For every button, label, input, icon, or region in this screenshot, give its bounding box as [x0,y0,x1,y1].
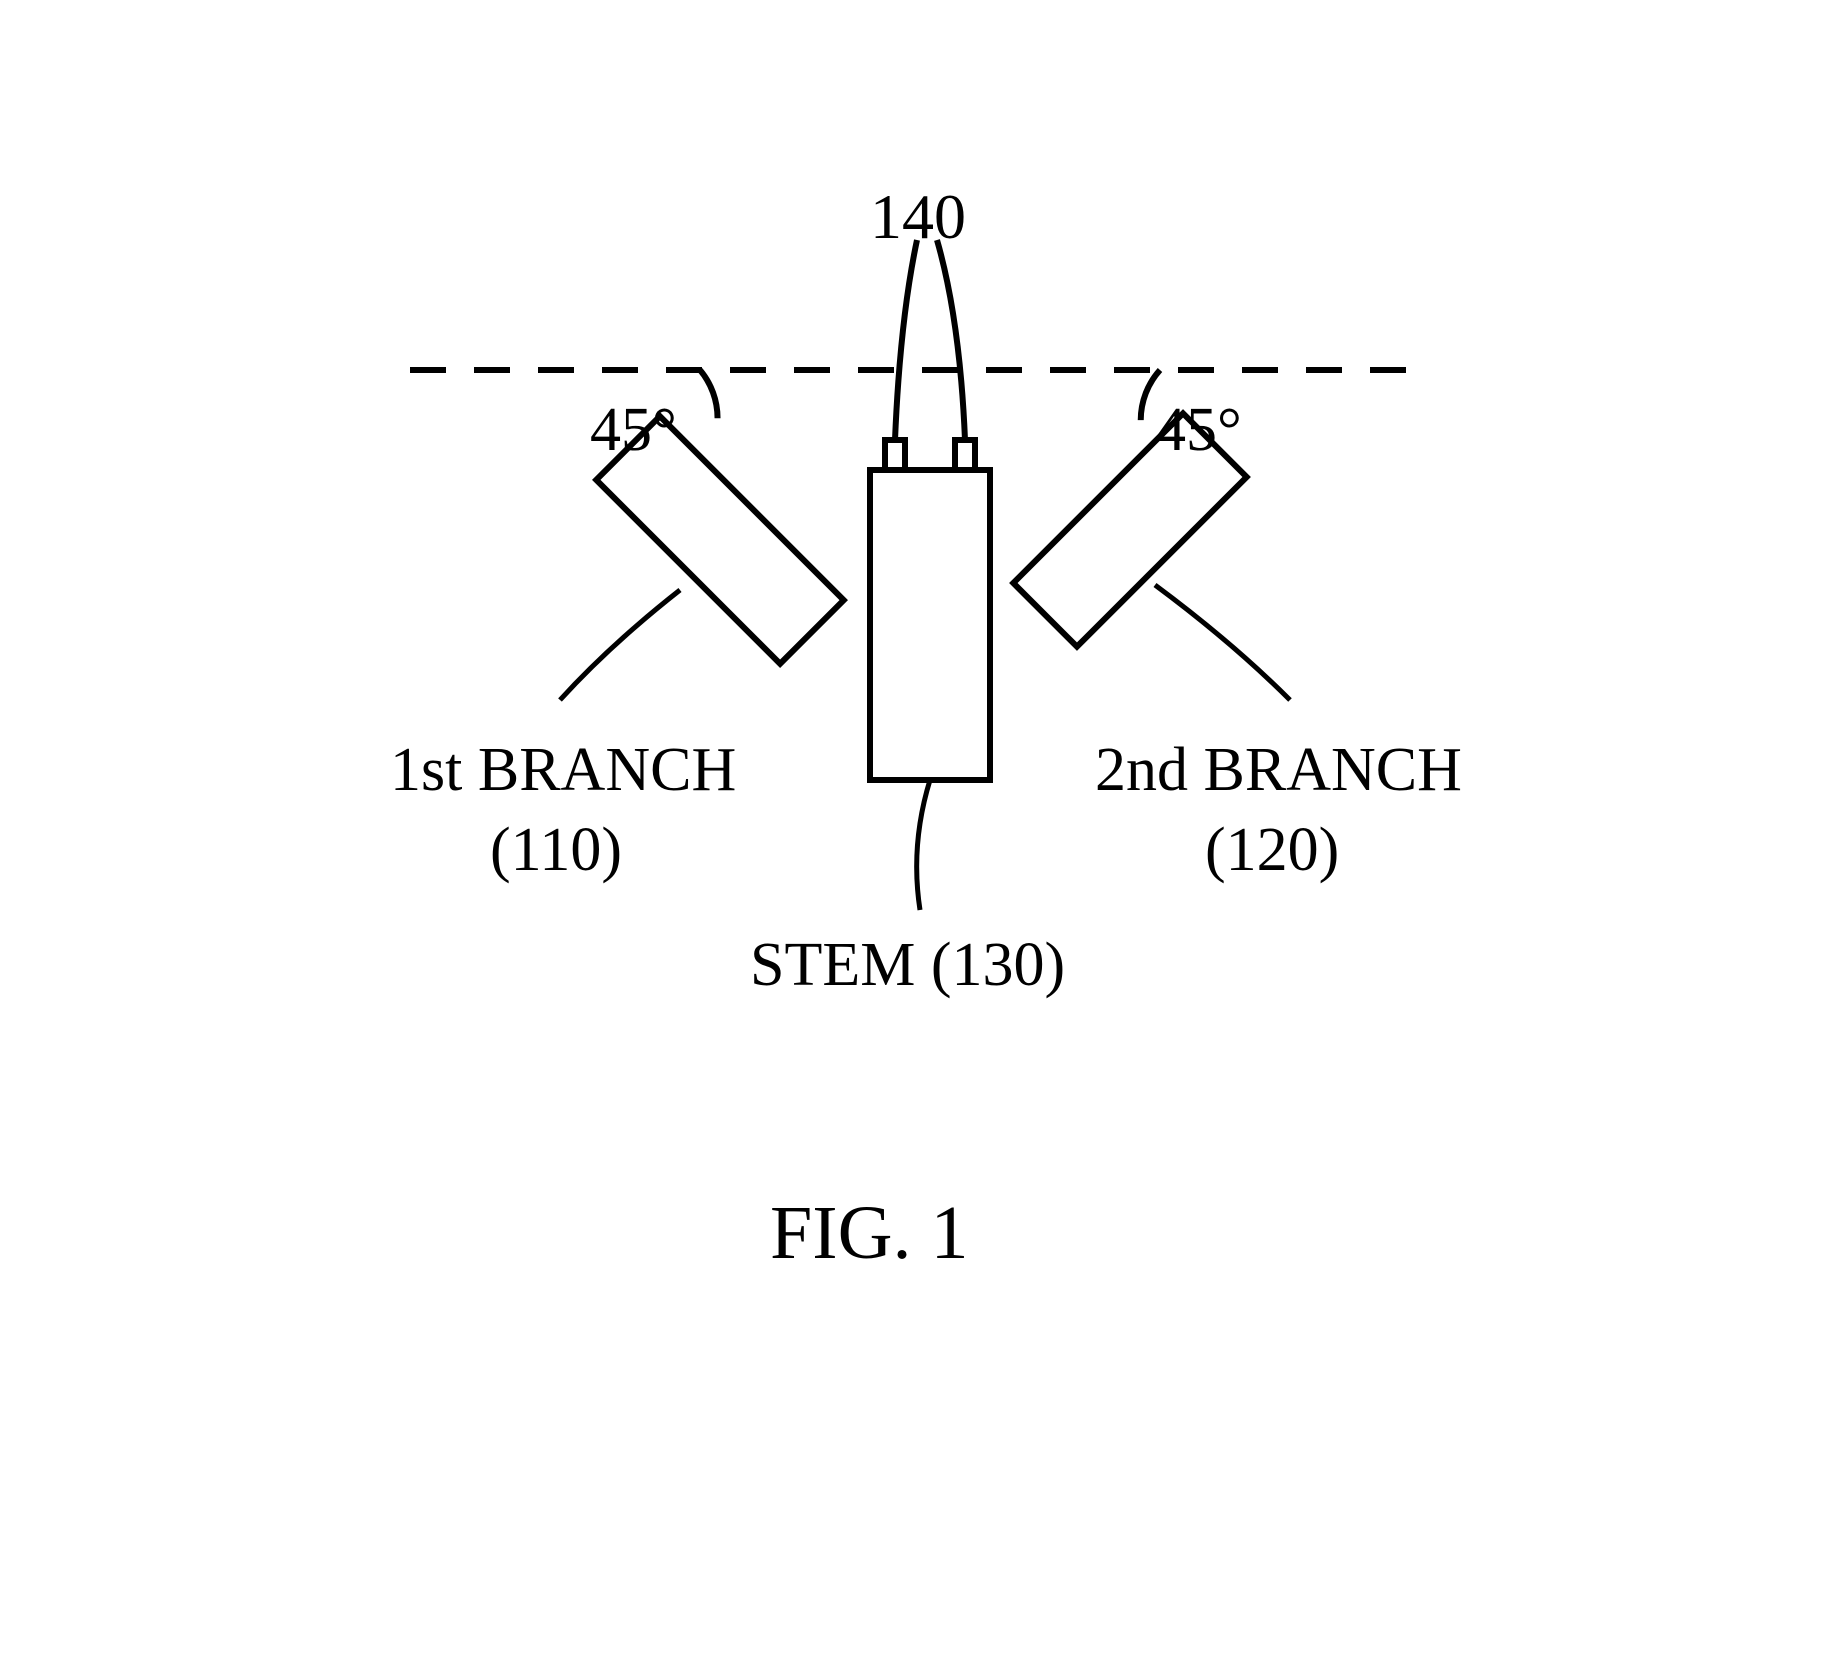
stem-nub-left [885,440,905,470]
stem [870,470,990,780]
leader-branch1 [560,590,680,700]
leader-stem [917,780,930,910]
stem-nub-right [955,440,975,470]
label-branch2-num: (120) [1205,815,1339,886]
apex-curve-left [895,240,917,440]
apex-curve-right [937,240,965,440]
label-stem: STEM (130) [750,930,1065,1001]
label-angle-left: 45° [590,395,677,466]
label-branch1-num: (110) [490,815,622,886]
label-branch2: 2nd BRANCH [1095,735,1462,806]
label-branch1: 1st BRANCH [390,735,736,806]
label-angle-right: 45° [1155,395,1242,466]
leader-branch2 [1155,585,1290,700]
figure-caption: FIG. 1 [770,1190,968,1277]
label-140: 140 [870,180,966,254]
angle-arc-left [700,370,718,418]
